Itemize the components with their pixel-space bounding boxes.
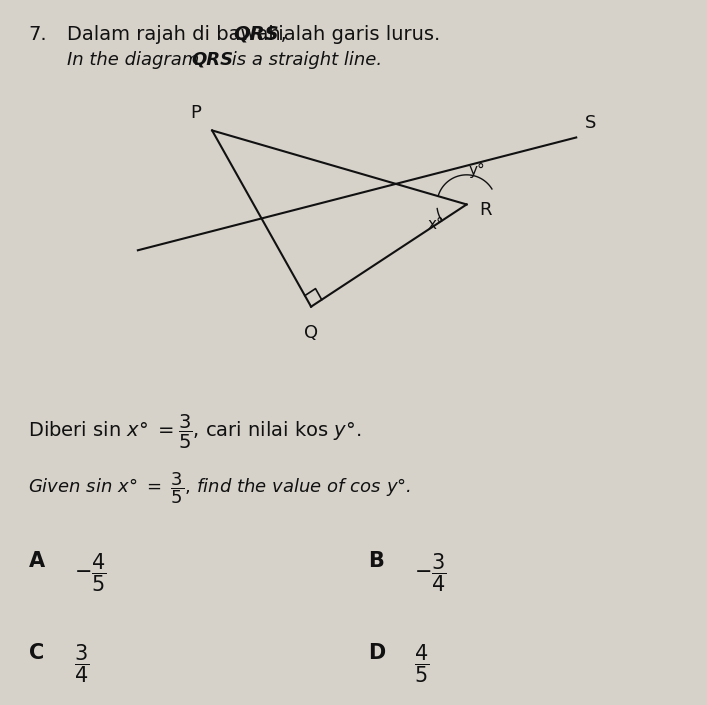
Text: $\it{Given\ sin\ }$$\it{x}$°$\ \it{=}\ \it{\dfrac{3}{5}\it{,}\ find\ the\ value\: $\it{Given\ sin\ }$$\it{x}$°$\ \it{=}\ \… bbox=[28, 470, 411, 506]
Text: $\mathbf{C}$: $\mathbf{C}$ bbox=[28, 643, 45, 663]
Text: In the diagram,: In the diagram, bbox=[67, 51, 211, 69]
Text: $\mathbf{D}$: $\mathbf{D}$ bbox=[368, 643, 386, 663]
Text: P: P bbox=[191, 104, 201, 122]
Text: $\mathbf{A}$: $\mathbf{A}$ bbox=[28, 551, 47, 571]
Text: y°: y° bbox=[468, 163, 485, 178]
Text: 7.: 7. bbox=[28, 25, 47, 44]
Text: $\dfrac{3}{4}$: $\dfrac{3}{4}$ bbox=[74, 643, 90, 685]
Text: ialah garis lurus.: ialah garis lurus. bbox=[272, 25, 440, 44]
Text: Diberi sin $x$° $= \dfrac{3}{5}$, cari nilai kos $y$°.: Diberi sin $x$° $= \dfrac{3}{5}$, cari n… bbox=[28, 412, 361, 450]
Text: Q: Q bbox=[304, 324, 318, 343]
Text: $\dfrac{4}{5}$: $\dfrac{4}{5}$ bbox=[414, 643, 429, 685]
Text: is a straight line.: is a straight line. bbox=[226, 51, 382, 69]
Text: $\mathbf{B}$: $\mathbf{B}$ bbox=[368, 551, 384, 571]
Text: QRS: QRS bbox=[191, 51, 233, 69]
Text: QRS: QRS bbox=[233, 25, 279, 44]
Text: $-\dfrac{3}{4}$: $-\dfrac{3}{4}$ bbox=[414, 551, 446, 594]
Text: Dalam rajah di bawah,: Dalam rajah di bawah, bbox=[67, 25, 293, 44]
Text: x°: x° bbox=[428, 217, 445, 232]
Text: S: S bbox=[585, 114, 596, 132]
Text: $-\dfrac{4}{5}$: $-\dfrac{4}{5}$ bbox=[74, 551, 107, 594]
Text: R: R bbox=[479, 201, 492, 219]
